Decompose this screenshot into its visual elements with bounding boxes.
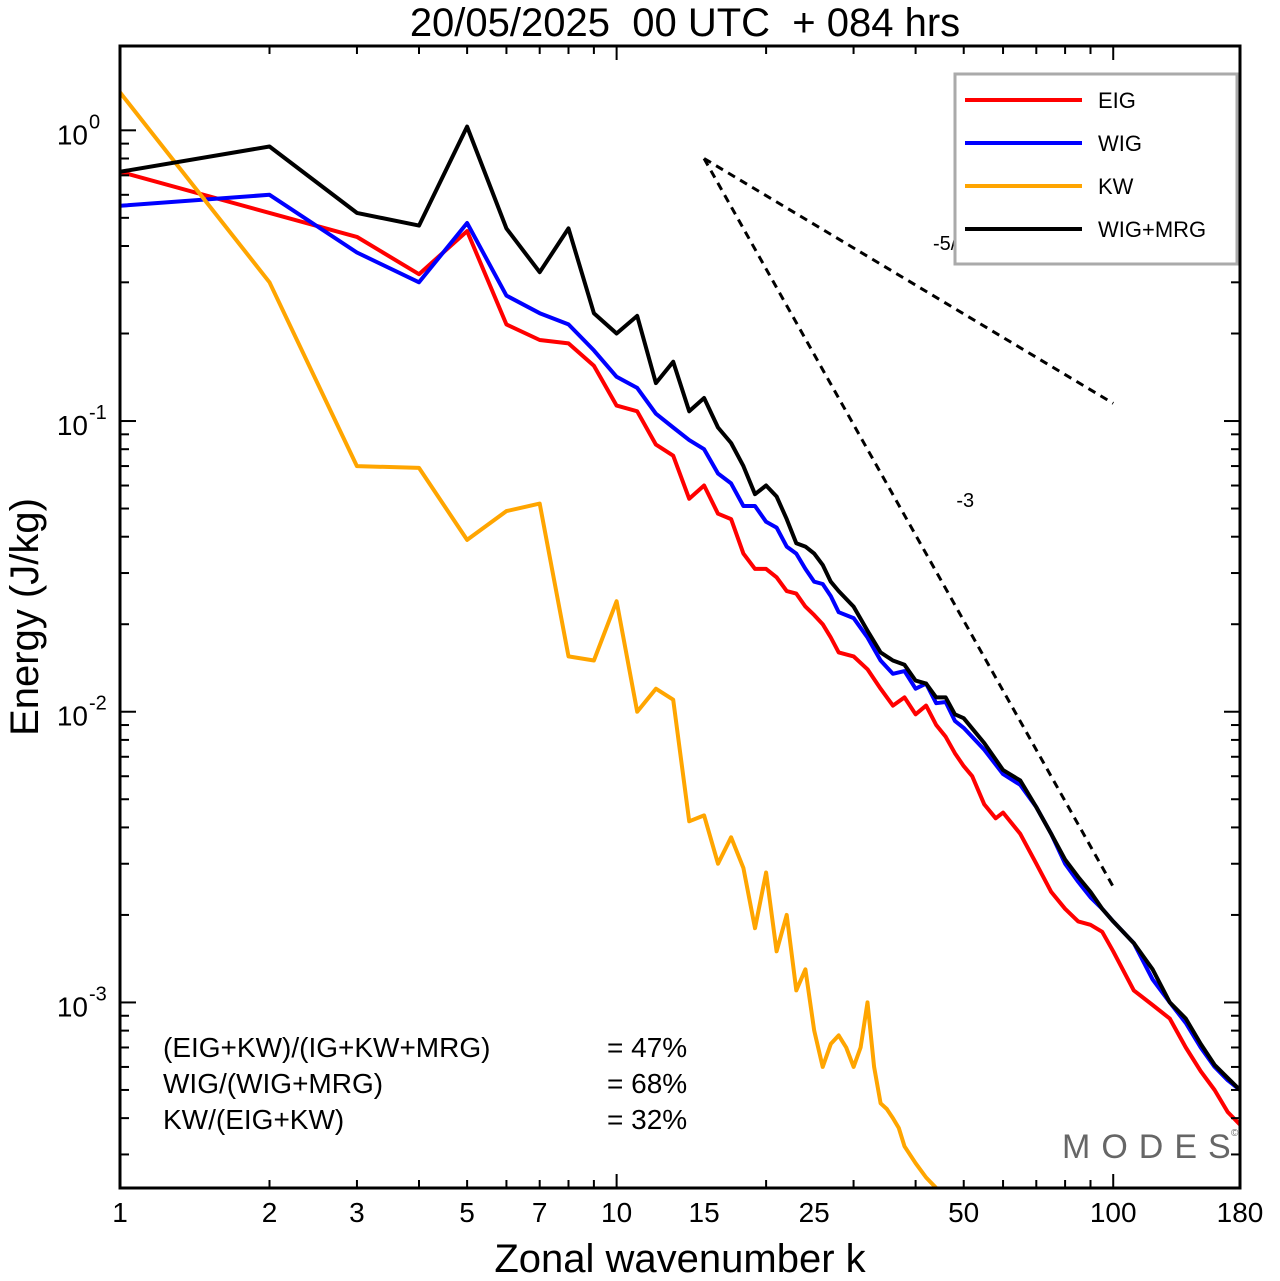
series-line-wig-mrg <box>120 124 1240 1092</box>
modes-logo-text: MODES <box>1062 1128 1242 1166</box>
y-tick-label-base: 10 <box>57 991 88 1022</box>
x-tick-label: 15 <box>689 1197 720 1228</box>
stat-label: KW/(EIG+KW) <box>163 1104 344 1135</box>
x-tick-labels: 1 2 3 5 7 10 15 25 50 100 180 <box>112 1197 1263 1228</box>
x-tick-label: 100 <box>1090 1197 1137 1228</box>
x-tick-label: 10 <box>601 1197 632 1228</box>
legend-label-kw: KW <box>1098 174 1134 199</box>
series-layer <box>120 90 1240 1188</box>
y-tick-label-base: 10 <box>57 701 88 732</box>
stat-value: = 32% <box>607 1104 687 1135</box>
y-tick-label: 10 -3 <box>57 983 107 1022</box>
reference-line-5-3 <box>703 157 1114 405</box>
x-tick-label: 1 <box>112 1197 128 1228</box>
modes-logo-copyright: © <box>1231 1128 1239 1139</box>
stat-label: (EIG+KW)/(IG+KW+MRG) <box>163 1032 490 1063</box>
y-axis-label: Energy (J/kg) <box>3 498 47 736</box>
legend-label-wig-mrg: WIG+MRG <box>1098 217 1206 242</box>
series-line-kw <box>120 90 939 1188</box>
y-tick-label-base: 10 <box>57 119 88 150</box>
chart-title: 20/05/2025 00 UTC + 084 hrs <box>410 1 960 45</box>
legend: EIG WIG KW WIG+MRG <box>953 72 1239 266</box>
energy-ratio-stats: (EIG+KW)/(IG+KW+MRG) = 47% WIG/(WIG+MRG) = … <box>163 1032 687 1135</box>
legend-box <box>953 72 1239 266</box>
x-tick-label: 180 <box>1217 1197 1264 1228</box>
x-tick-label: 7 <box>532 1197 548 1228</box>
x-tick-label: 50 <box>948 1197 979 1228</box>
series-line-wig <box>120 192 1240 1092</box>
legend-label-eig: EIG <box>1098 88 1136 113</box>
y-tick-label-exponent: -3 <box>89 983 107 1005</box>
stat-label: WIG/(WIG+MRG) <box>163 1068 383 1099</box>
series-line-eig <box>120 169 1240 1127</box>
y-tick-label: 10 -1 <box>57 402 107 441</box>
x-axis-label: Zonal wavenumber k <box>494 1237 866 1281</box>
x-tick-label: 5 <box>459 1197 475 1228</box>
y-tick-label-base: 10 <box>57 410 88 441</box>
x-tick-label: 2 <box>262 1197 278 1228</box>
y-tick-label-exponent: 0 <box>89 111 100 133</box>
modes-logo: MODES © <box>1062 1128 1242 1166</box>
reference-line-label-3: -3 <box>956 490 974 512</box>
y-tick-label: 10 0 <box>57 111 100 150</box>
stat-value: = 47% <box>607 1032 687 1063</box>
stat-value: = 68% <box>607 1068 687 1099</box>
axis-ticks <box>119 46 1240 1188</box>
legend-items: EIG WIG KW WIG+MRG <box>965 88 1206 242</box>
legend-label-wig: WIG <box>1098 131 1142 156</box>
plot-frame <box>118 44 1242 1190</box>
y-tick-label-exponent: -2 <box>89 693 107 715</box>
x-tick-label: 3 <box>349 1197 365 1228</box>
x-tick-label: 25 <box>799 1197 830 1228</box>
y-tick-label-exponent: -1 <box>89 402 107 424</box>
y-tick-label: 10 -2 <box>57 693 107 732</box>
